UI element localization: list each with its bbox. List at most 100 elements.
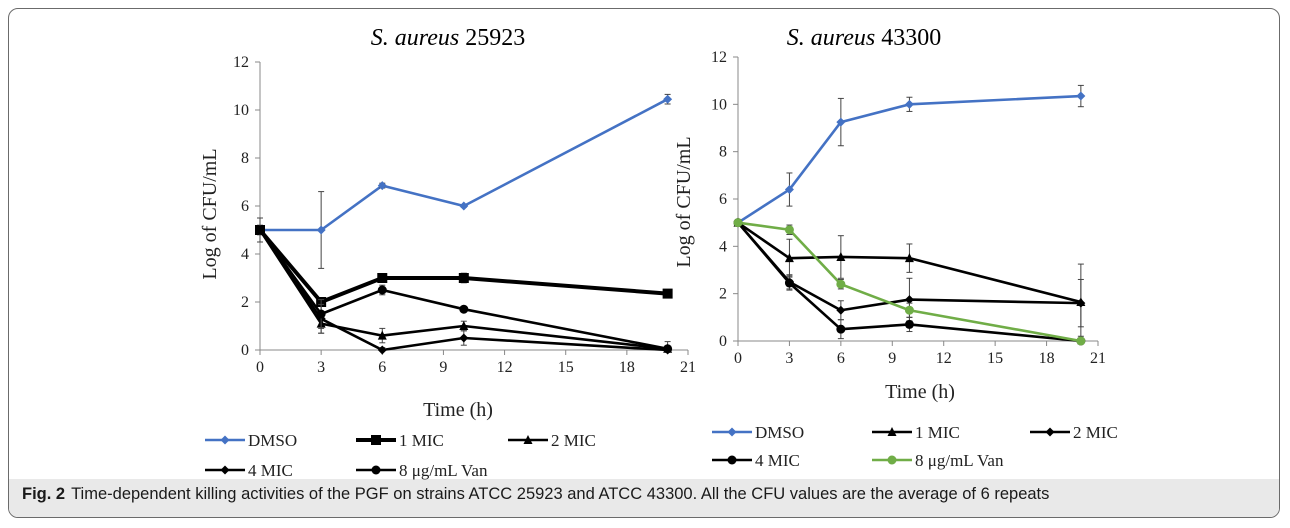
data-point — [784, 253, 794, 263]
x-tick-label: 21 — [1090, 350, 1106, 367]
chart-title: S. aureus 25923 — [371, 25, 525, 51]
chart-title: S. aureus 43300 — [787, 25, 941, 51]
y-tick-label: 10 — [233, 102, 249, 119]
data-point — [663, 94, 673, 104]
data-point — [836, 279, 846, 289]
y-tick-label: 8 — [241, 150, 249, 167]
legend-marker — [523, 435, 533, 444]
y-tick-label: 4 — [719, 238, 727, 255]
data-point — [1076, 91, 1086, 101]
y-tick-label: 10 — [711, 96, 727, 113]
y-tick-label: 4 — [241, 246, 249, 263]
x-tick-label: 12 — [936, 350, 952, 367]
x-tick-label: 6 — [378, 359, 386, 376]
legend-label: 8 μg/mL Van — [915, 451, 1004, 470]
figure-caption: Fig. 2 Time-dependent killing activities … — [22, 485, 1272, 515]
data-point — [663, 344, 673, 354]
legend-label: 4 MIC — [755, 451, 800, 470]
data-point — [459, 304, 469, 314]
legend-marker — [727, 427, 737, 437]
x-tick-label: 12 — [497, 359, 513, 376]
data-point — [255, 225, 265, 235]
x-axis-label: Time (h) — [885, 381, 955, 403]
legend-item-2-mic: 2 MIC — [1030, 423, 1118, 442]
legend-label: DMSO — [248, 431, 297, 450]
y-tick-label: 8 — [719, 144, 727, 161]
y-tick-label: 6 — [241, 198, 249, 215]
y-tick-label: 12 — [711, 49, 727, 66]
legend: DMSO 1 MIC 2 MIC 4 MIC 8 μg/mL Van — [712, 423, 1118, 470]
data-point — [377, 181, 387, 191]
legend-label: DMSO — [755, 423, 804, 442]
y-tick-label: 6 — [719, 191, 727, 208]
y-axis-label: Log of CFU/mL — [199, 148, 221, 279]
data-point — [377, 273, 388, 283]
data-point — [459, 201, 469, 211]
legend-marker — [220, 435, 230, 445]
data-point — [836, 324, 846, 334]
data-point — [904, 99, 914, 109]
legend-marker — [887, 427, 897, 436]
data-point — [459, 321, 469, 330]
y-tick-label: 2 — [719, 286, 727, 303]
data-point — [458, 273, 469, 283]
caption-band — [9, 479, 1279, 517]
data-point — [316, 225, 326, 235]
chart-25923: S. aureus 25923 Log of CFU/mL Time (h) 0… — [199, 25, 696, 480]
data-point — [377, 285, 387, 295]
x-tick-label: 15 — [987, 350, 1003, 367]
y-tick-label: 12 — [233, 54, 249, 71]
series-1-mic — [255, 225, 673, 307]
x-tick-label: 18 — [1039, 350, 1055, 367]
legend-item-dmso: DMSO — [205, 431, 297, 450]
series-dmso — [255, 93, 673, 269]
data-point — [904, 295, 914, 305]
data-point — [1076, 336, 1086, 346]
plot-area: 0 2 4 6 8 10 12 0 3 6 9 12 15 18 21 — [711, 49, 1106, 367]
x-tick-label: 18 — [619, 359, 635, 376]
data-point — [904, 319, 914, 329]
x-tick-label: 15 — [558, 359, 574, 376]
data-point — [784, 278, 794, 288]
legend: DMSO 1 MIC 2 MIC 4 MIC 8 μg/mL Van — [205, 431, 596, 480]
data-point — [904, 305, 914, 315]
data-point — [377, 330, 387, 340]
x-tick-label: 9 — [439, 359, 447, 376]
data-point — [1076, 298, 1086, 308]
legend-marker — [1045, 427, 1055, 437]
data-point — [733, 218, 743, 228]
x-axis-label: Time (h) — [423, 399, 493, 421]
chart-43300: S. aureus 43300 Log of CFU/mL Time (h) 0… — [673, 25, 1118, 470]
data-point — [316, 309, 326, 319]
legend-item-1-mic: 1 MIC — [872, 423, 960, 442]
series-8-g-ml-van — [733, 218, 1086, 346]
data-point — [784, 225, 794, 235]
legend-marker — [371, 435, 381, 445]
legend-item-4-mic: 4 MIC — [205, 461, 293, 480]
legend-item-2-mic: 2 MIC — [508, 431, 596, 450]
legend-marker — [887, 455, 897, 465]
legend-item-1-mic: 1 MIC — [356, 431, 444, 450]
legend-marker — [371, 465, 381, 475]
data-point — [836, 305, 846, 315]
x-tick-label: 3 — [317, 359, 325, 376]
x-tick-label: 9 — [888, 350, 896, 367]
legend-item-8-g-ml-van: 8 μg/mL Van — [872, 451, 1004, 470]
legend-label: 8 μg/mL Van — [399, 461, 488, 480]
x-tick-label: 0 — [734, 350, 742, 367]
y-tick-label: 0 — [241, 342, 249, 359]
legend-label: 4 MIC — [248, 461, 293, 480]
x-tick-label: 6 — [837, 350, 845, 367]
legend-label: 1 MIC — [399, 431, 444, 450]
legend-label: 1 MIC — [915, 423, 960, 442]
x-tick-label: 21 — [680, 359, 696, 376]
legend-marker — [220, 465, 230, 475]
y-tick-label: 2 — [241, 294, 249, 311]
y-tick-label: 0 — [719, 333, 727, 350]
legend-item-4-mic: 4 MIC — [712, 451, 800, 470]
data-point — [459, 333, 469, 343]
caption-label: Fig. 2 — [22, 485, 66, 503]
series-8-g-ml-van — [255, 217, 673, 354]
legend-label: 2 MIC — [1073, 423, 1118, 442]
